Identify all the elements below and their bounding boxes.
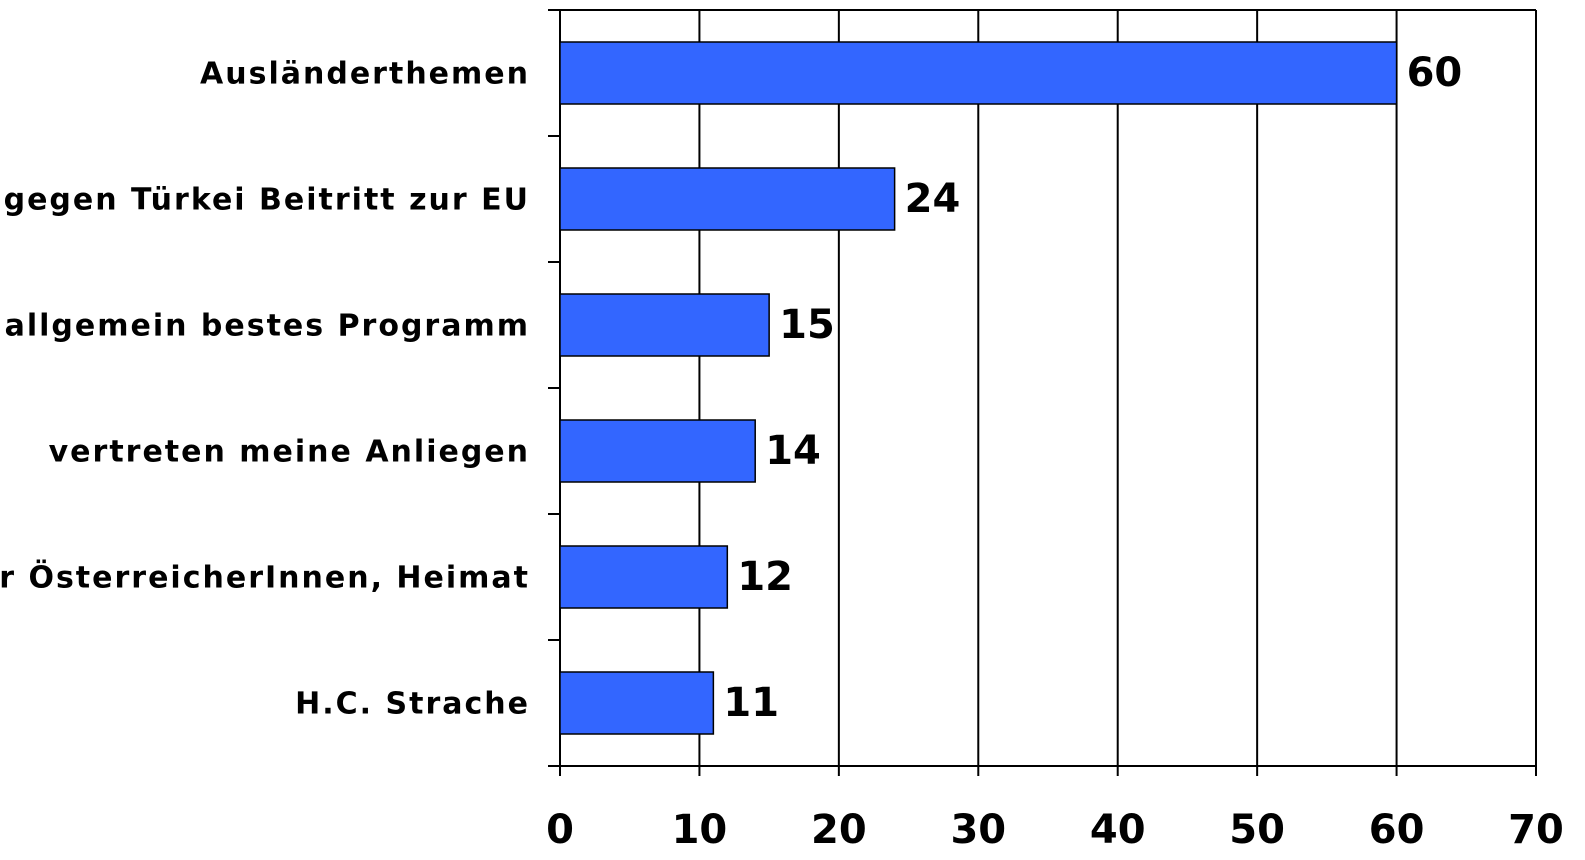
bar: [559, 41, 1398, 105]
x-tick-label: 0: [546, 807, 574, 853]
y-tick-label: für ÖsterreicherInnen, Heimat: [0, 559, 530, 596]
y-tick-label: vertreten meine Anliegen: [49, 435, 530, 470]
bar: [559, 671, 715, 735]
x-tick-label: 60: [1369, 807, 1425, 853]
value-label: 60: [1407, 50, 1463, 96]
y-tick-label: Ausländerthemen: [200, 57, 530, 92]
value-label: 24: [905, 176, 961, 222]
y-tick-label: allgemein bestes Programm: [5, 309, 530, 344]
x-tick-label: 50: [1229, 807, 1285, 853]
x-tick-label: 70: [1508, 807, 1564, 853]
bar: [559, 293, 770, 357]
value-label: 11: [723, 680, 779, 726]
x-tick-label: 20: [811, 807, 867, 853]
value-label: 12: [737, 554, 793, 600]
bar: [559, 545, 729, 609]
y-tick-label: gegen Türkei Beitritt zur EU: [4, 183, 530, 218]
y-tick-label: H.C. Strache: [295, 687, 530, 722]
value-label: 14: [765, 428, 821, 474]
x-tick-label: 30: [950, 807, 1006, 853]
value-label: 15: [779, 302, 835, 348]
x-tick-label: 40: [1090, 807, 1146, 853]
bar: [559, 167, 896, 231]
x-tick-label: 10: [672, 807, 728, 853]
bar: [559, 419, 756, 483]
